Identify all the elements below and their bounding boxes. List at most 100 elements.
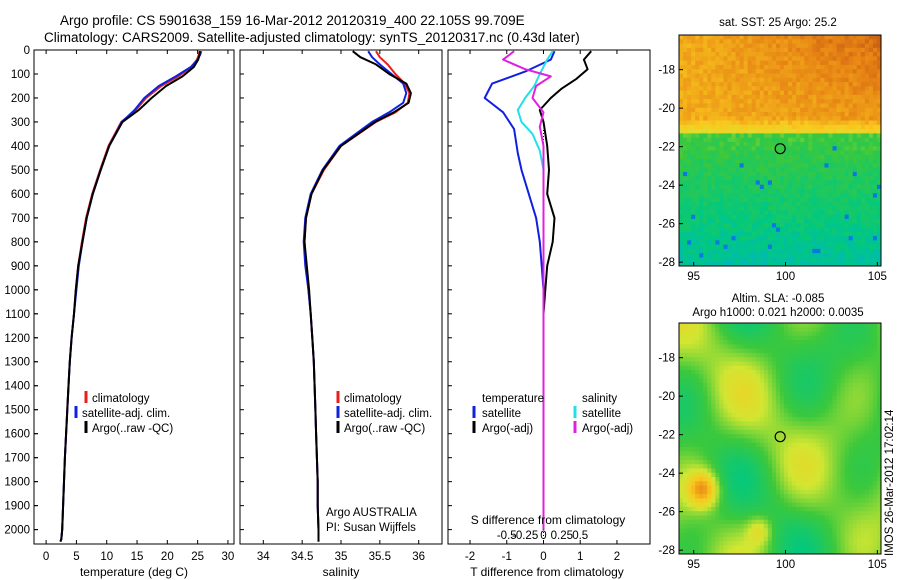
map-cell — [860, 176, 866, 181]
map-cell — [868, 107, 874, 113]
map-cell — [703, 240, 708, 246]
map-cell — [715, 240, 720, 246]
map-cell — [808, 103, 813, 109]
map-cell — [872, 116, 878, 121]
map-cell — [751, 455, 757, 461]
map-cell — [788, 150, 793, 156]
map-cell — [743, 171, 749, 177]
map-cell — [784, 124, 789, 130]
map-cell — [755, 335, 761, 341]
map-cell — [864, 116, 870, 121]
map-cell — [852, 489, 858, 495]
map-cell — [743, 434, 749, 439]
map-cell — [828, 378, 833, 384]
map-cell — [836, 331, 841, 337]
map-cell — [816, 395, 821, 401]
map-cell — [763, 489, 769, 495]
map-cell — [876, 438, 882, 444]
map-cell — [747, 227, 753, 233]
map-cell — [747, 391, 753, 397]
map-cell — [715, 489, 720, 495]
map-cell — [876, 344, 882, 350]
map-cell — [723, 395, 728, 401]
map-cell — [727, 472, 732, 478]
map-cell — [856, 447, 862, 452]
map-cell — [856, 395, 862, 401]
map-cell — [699, 391, 704, 397]
map-cell — [800, 442, 805, 448]
map-cell — [800, 141, 805, 147]
sla-map-title-line-1: Altim. SLA: -0.085 — [732, 293, 825, 305]
map-cell — [784, 77, 789, 83]
map-cell — [820, 64, 825, 70]
map-cell — [860, 442, 866, 448]
map-cell — [864, 82, 870, 87]
map-cell — [872, 47, 878, 53]
map-cell — [695, 472, 700, 478]
map-cell — [876, 197, 882, 203]
map-cell — [792, 344, 797, 350]
temperature-series — [59, 50, 203, 542]
map-cell — [739, 331, 745, 337]
map-cell — [695, 408, 700, 414]
map-cell — [711, 146, 716, 151]
map-cell — [763, 468, 769, 474]
map-cell — [840, 124, 846, 130]
map-cell — [840, 82, 846, 87]
map-cell — [852, 370, 858, 375]
map-cell — [844, 442, 850, 448]
map-cell — [836, 257, 841, 263]
map-cell — [719, 464, 724, 469]
map-cell — [767, 472, 773, 478]
map-cell — [763, 434, 769, 439]
map-cell — [727, 43, 732, 49]
map-cell — [792, 43, 797, 49]
map-cell — [840, 404, 846, 409]
map-cell — [808, 77, 813, 83]
map-cell — [844, 210, 850, 216]
map-cell — [763, 214, 769, 220]
map-cell — [695, 150, 700, 156]
map-cell — [723, 417, 728, 422]
map-cell — [876, 412, 882, 418]
map-cell — [711, 335, 716, 341]
map-cell — [812, 86, 817, 92]
map-cell — [792, 408, 797, 414]
map-cell — [860, 340, 866, 345]
map-cell — [784, 146, 789, 151]
map-cell — [844, 340, 850, 345]
map-cell — [731, 331, 736, 337]
s-tick-label: 0.5 — [572, 530, 588, 542]
map-cell — [703, 425, 708, 431]
map-cell — [808, 56, 813, 62]
map-cell — [755, 56, 761, 62]
map-cell — [844, 257, 850, 263]
map-cell — [771, 214, 777, 220]
map-cell — [767, 477, 773, 482]
map-cell — [832, 408, 837, 414]
map-cell — [828, 218, 833, 224]
map-cell — [828, 340, 833, 345]
map-cell — [872, 214, 878, 220]
map-cell — [743, 481, 749, 486]
map-cell — [731, 464, 736, 469]
map-cell — [860, 69, 866, 74]
map-cell — [707, 159, 712, 164]
map-cell — [727, 257, 732, 263]
map-cell — [848, 248, 854, 254]
map-cell — [836, 180, 841, 186]
map-cell — [868, 73, 874, 79]
map-cell — [695, 141, 700, 147]
map-cell — [711, 481, 716, 486]
map-cell — [739, 56, 745, 62]
map-cell — [832, 206, 837, 211]
map-cell — [719, 485, 724, 491]
map-cell — [824, 468, 829, 474]
map-cell — [816, 485, 821, 491]
map-cell — [872, 35, 878, 40]
map-cell — [780, 197, 785, 203]
map-cell — [852, 438, 858, 444]
map-cell — [820, 404, 825, 409]
map-cell — [784, 331, 789, 337]
map-cell — [719, 425, 724, 431]
